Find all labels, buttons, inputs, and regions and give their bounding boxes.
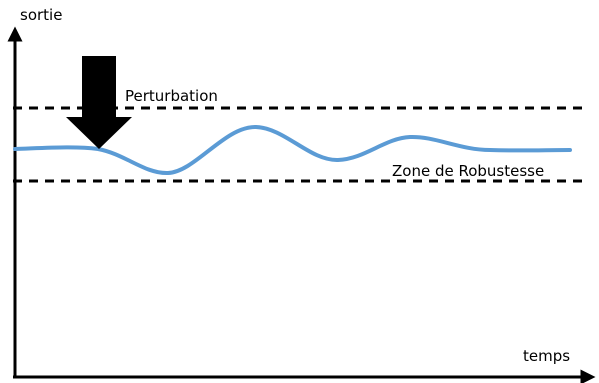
y-axis-label: sortie: [20, 6, 62, 24]
robustness-zone-label: Zone de Robustesse: [392, 162, 544, 180]
output-response-curve: [13, 124, 572, 176]
disturbance-arrow: [66, 56, 132, 149]
x-axis-label: temps: [523, 347, 570, 365]
disturbance-label: Perturbation: [125, 87, 218, 105]
